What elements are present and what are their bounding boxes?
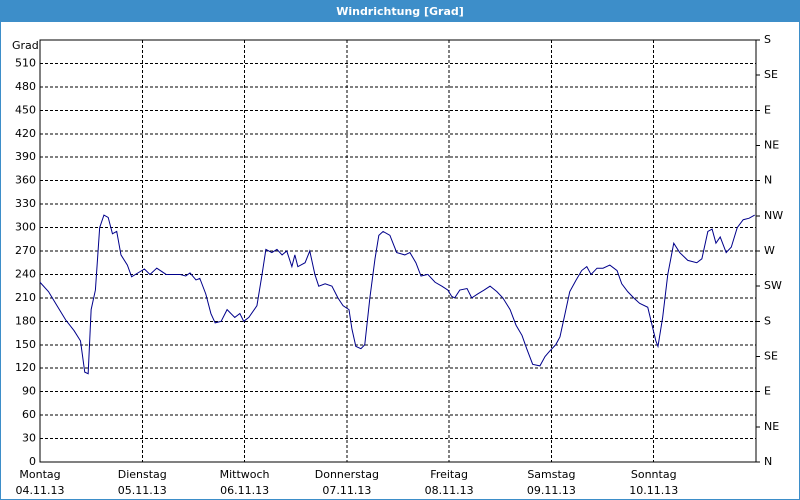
y-axis-label: Grad [12, 39, 39, 52]
y2-tick-label: NW [764, 209, 783, 222]
y-tick-label: 390 [15, 150, 36, 163]
y2-tick-label: E [764, 385, 771, 398]
y-tick-label: 150 [15, 338, 36, 351]
y2-tick-label: NE [764, 139, 779, 152]
y-tick-label: 360 [15, 174, 36, 187]
y-tick-label: 270 [15, 244, 36, 257]
y-tick-label: 60 [22, 408, 36, 421]
x-tick-label: Sonntag [631, 468, 677, 481]
x-tick-label: Montag [19, 468, 60, 481]
y-tick-label: 90 [22, 385, 36, 398]
data-line [39, 214, 755, 375]
title-bar: Windrichtung [Grad] [1, 1, 799, 22]
y-tick-label: 420 [15, 127, 36, 140]
y-tick-label: 450 [15, 103, 36, 116]
y-tick-label: 120 [15, 361, 36, 374]
y2-tick-label: SE [764, 350, 778, 363]
plot-frame [39, 39, 757, 463]
x-tick-label: 04.11.13 [16, 484, 65, 497]
x-tick-label: 10.11.13 [629, 484, 678, 497]
x-tick-label: 08.11.13 [425, 484, 474, 497]
y-tick-label: 300 [15, 221, 36, 234]
x-tick-label: Donnerstag [315, 468, 379, 481]
y-tick-label: 210 [15, 291, 36, 304]
y2-tick-label: E [764, 103, 771, 116]
y2-tick-label: N [764, 455, 772, 468]
y2-tick-label: SW [764, 279, 782, 292]
y2-tick-label: N [764, 174, 772, 187]
y-tick-label: 240 [15, 267, 36, 280]
y2-tick-label: S [764, 33, 771, 46]
x-tick-label: Freitag [430, 468, 468, 481]
y2-tick-label: SE [764, 68, 778, 81]
x-tick-label: 06.11.13 [220, 484, 269, 497]
y-tick-label: 480 [15, 80, 36, 93]
x-tick-label: 05.11.13 [118, 484, 167, 497]
x-tick-label: Mittwoch [220, 468, 270, 481]
y2-tick-label: W [764, 244, 775, 257]
y-tick-label: 180 [15, 314, 36, 327]
y-tick-label: 30 [22, 432, 36, 445]
x-tick-label: Dienstag [118, 468, 167, 481]
y-tick-label: 330 [15, 197, 36, 210]
y-tick-label: 0 [29, 455, 36, 468]
x-tick-label: 07.11.13 [322, 484, 371, 497]
x-tick-label: 09.11.13 [527, 484, 576, 497]
y2-tick-label: S [764, 314, 771, 327]
x-tick-label: Samstag [527, 468, 575, 481]
y-tick-label: 510 [15, 56, 36, 69]
y2-tick-label: NE [764, 420, 779, 433]
